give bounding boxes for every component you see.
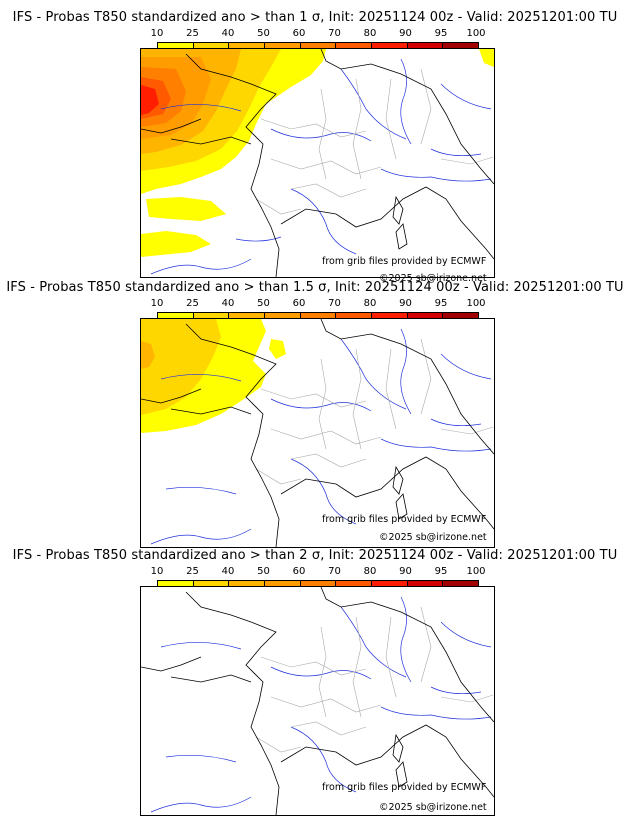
scale-label: 60 [292, 28, 306, 39]
swatch [158, 313, 194, 321]
scale-label: 90 [399, 566, 412, 577]
panel-title: IFS - Probas T850 standardized ano > tha… [12, 548, 618, 563]
copyright-credit: ©2025 sb@irizone.net [379, 532, 487, 543]
rivers [150, 596, 492, 813]
copyright-credit: ©2025 sb@irizone.net [379, 802, 487, 813]
data-source-credit: from grib files provided by ECMWF [322, 256, 487, 267]
scale-label: 40 [221, 28, 235, 39]
panel-title: IFS - Probas T850 standardized ano > tha… [12, 10, 618, 25]
scale-label: 50 [257, 28, 270, 39]
scale-label: 100 [466, 28, 486, 39]
scale-label: 90 [399, 28, 412, 39]
region-boundaries [255, 606, 494, 753]
scale-label: 50 [257, 298, 270, 309]
panel-title: IFS - Probas T850 standardized ano > tha… [6, 280, 624, 295]
scale-label: 95 [434, 566, 448, 577]
scale-label: 50 [257, 566, 270, 577]
swatch [443, 581, 479, 589]
prob-area-10-ne [269, 339, 286, 359]
swatch [336, 43, 373, 51]
swatch [336, 313, 373, 321]
swatch [193, 43, 230, 51]
coastlines-borders [141, 319, 494, 547]
swatch [158, 581, 194, 589]
coastlines-borders [141, 49, 494, 277]
region-boundaries [255, 338, 494, 485]
scale-label: 40 [221, 298, 235, 309]
prob-area-10-sw [141, 231, 211, 257]
map-panel-3: IFS - Probas T850 standardized ano > tha… [0, 548, 630, 816]
rivers [150, 328, 492, 545]
prob-area-25 [141, 319, 221, 415]
swatch [229, 313, 266, 321]
swatch [193, 581, 230, 589]
swatch [443, 43, 479, 51]
swatch [372, 313, 408, 321]
scale-label: 80 [363, 28, 377, 39]
data-source-credit: from grib files provided by ECMWF [322, 782, 487, 793]
colorbar-swatches [157, 312, 479, 322]
swatch [300, 313, 337, 321]
map-panel-1: IFS - Probas T850 standardized ano > tha… [0, 10, 630, 284]
colorbar-swatches [157, 580, 479, 590]
scale-label: 95 [434, 28, 448, 39]
scale-label: 70 [328, 298, 341, 309]
scale-label: 25 [186, 28, 199, 39]
scale-label: 25 [186, 298, 199, 309]
swatch [265, 581, 301, 589]
scale-label: 80 [363, 298, 377, 309]
scale-label: 10 [150, 28, 164, 39]
swatch [336, 581, 373, 589]
map-panel-2: IFS - Probas T850 standardized ano > tha… [0, 280, 630, 548]
swatch [407, 581, 444, 589]
scale-label: 70 [328, 566, 341, 577]
swatch [407, 313, 444, 321]
scale-label: 10 [150, 298, 164, 309]
swatch [265, 43, 301, 51]
scale-label: 60 [292, 566, 306, 577]
region-boundaries [255, 68, 494, 215]
probability-map [140, 48, 495, 278]
swatch [300, 43, 337, 51]
swatch [265, 313, 301, 321]
swatch [158, 43, 194, 51]
scale-label: 60 [292, 298, 306, 309]
swatch [443, 313, 479, 321]
coastlines-borders [141, 587, 494, 815]
prob-area-10-ne [479, 49, 494, 67]
scale-label: 10 [150, 566, 164, 577]
data-source-credit: from grib files provided by ECMWF [322, 514, 487, 525]
scale-label: 90 [399, 298, 412, 309]
swatch [193, 313, 230, 321]
scale-label: 100 [466, 298, 486, 309]
swatch [229, 43, 266, 51]
scale-label: 95 [434, 298, 448, 309]
scale-label: 100 [466, 566, 486, 577]
scale-label: 70 [328, 28, 341, 39]
scale-label: 25 [186, 566, 199, 577]
prob-area-40 [141, 341, 155, 369]
copyright-credit: ©2025 sb@irizone.net [379, 273, 487, 284]
prob-area-80 [141, 85, 159, 115]
scale-label: 40 [221, 566, 235, 577]
probability-colorbar: 10 25 40 50 60 70 80 90 95 100 [151, 298, 486, 328]
swatch [407, 43, 444, 51]
swatch [229, 581, 266, 589]
swatch [372, 43, 408, 51]
scale-label: 80 [363, 566, 377, 577]
prob-area-10-south [146, 197, 226, 221]
probability-colorbar: 10 25 40 50 60 70 80 90 95 100 [151, 566, 486, 596]
rivers [150, 58, 492, 275]
swatch [372, 581, 408, 589]
probability-map [140, 318, 495, 548]
probability-map [140, 586, 495, 816]
swatch [300, 581, 337, 589]
